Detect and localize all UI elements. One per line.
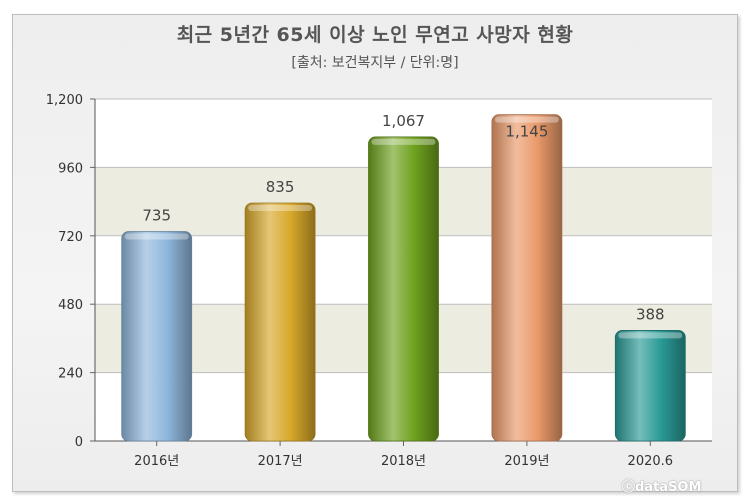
labels-layer: 0 240 480 720 960 1,200 735 2016년 835 2017년 1,067 2… [46,93,673,469]
data-label: 1,145 [505,123,548,141]
y-tick-label: 1,200 [46,93,83,108]
watermark-text: ⓒdataSOM [622,480,702,495]
x-tick-label: 2016년 [134,454,179,469]
y-tick-label: 0 [75,435,83,450]
x-tick-label: 2017년 [258,454,303,469]
data-label: 1,067 [382,112,425,130]
bar-2 [244,202,316,442]
x-tick-label: 2020.6 [628,454,674,469]
x-tick-label: 2019년 [504,454,549,469]
bar-highlight [124,233,189,240]
chart-title: 최근 5년간 65세 이상 노인 무연고 사망자 현황 [176,24,574,46]
bar-highlight [494,116,559,123]
bar-highlight [248,205,313,212]
y-tick-label: 240 [58,367,83,382]
data-label: 735 [142,207,171,225]
bar-1 [121,231,193,442]
y-tick-label: 480 [58,298,83,313]
y-tick-label: 960 [58,161,83,176]
x-tick-label: 2018년 [381,454,426,469]
bars-layer [121,114,686,442]
data-label: 388 [636,305,665,323]
bar-5 [614,330,686,442]
bar-4 [491,114,563,442]
bar-highlight [618,332,683,339]
chart-subtitle: [출처: 보건복지부 / 단위:명] [291,55,459,71]
data-label: 835 [266,178,295,196]
bar-3 [368,136,439,442]
bar-highlight [371,138,436,145]
y-tick-label: 720 [58,230,83,245]
